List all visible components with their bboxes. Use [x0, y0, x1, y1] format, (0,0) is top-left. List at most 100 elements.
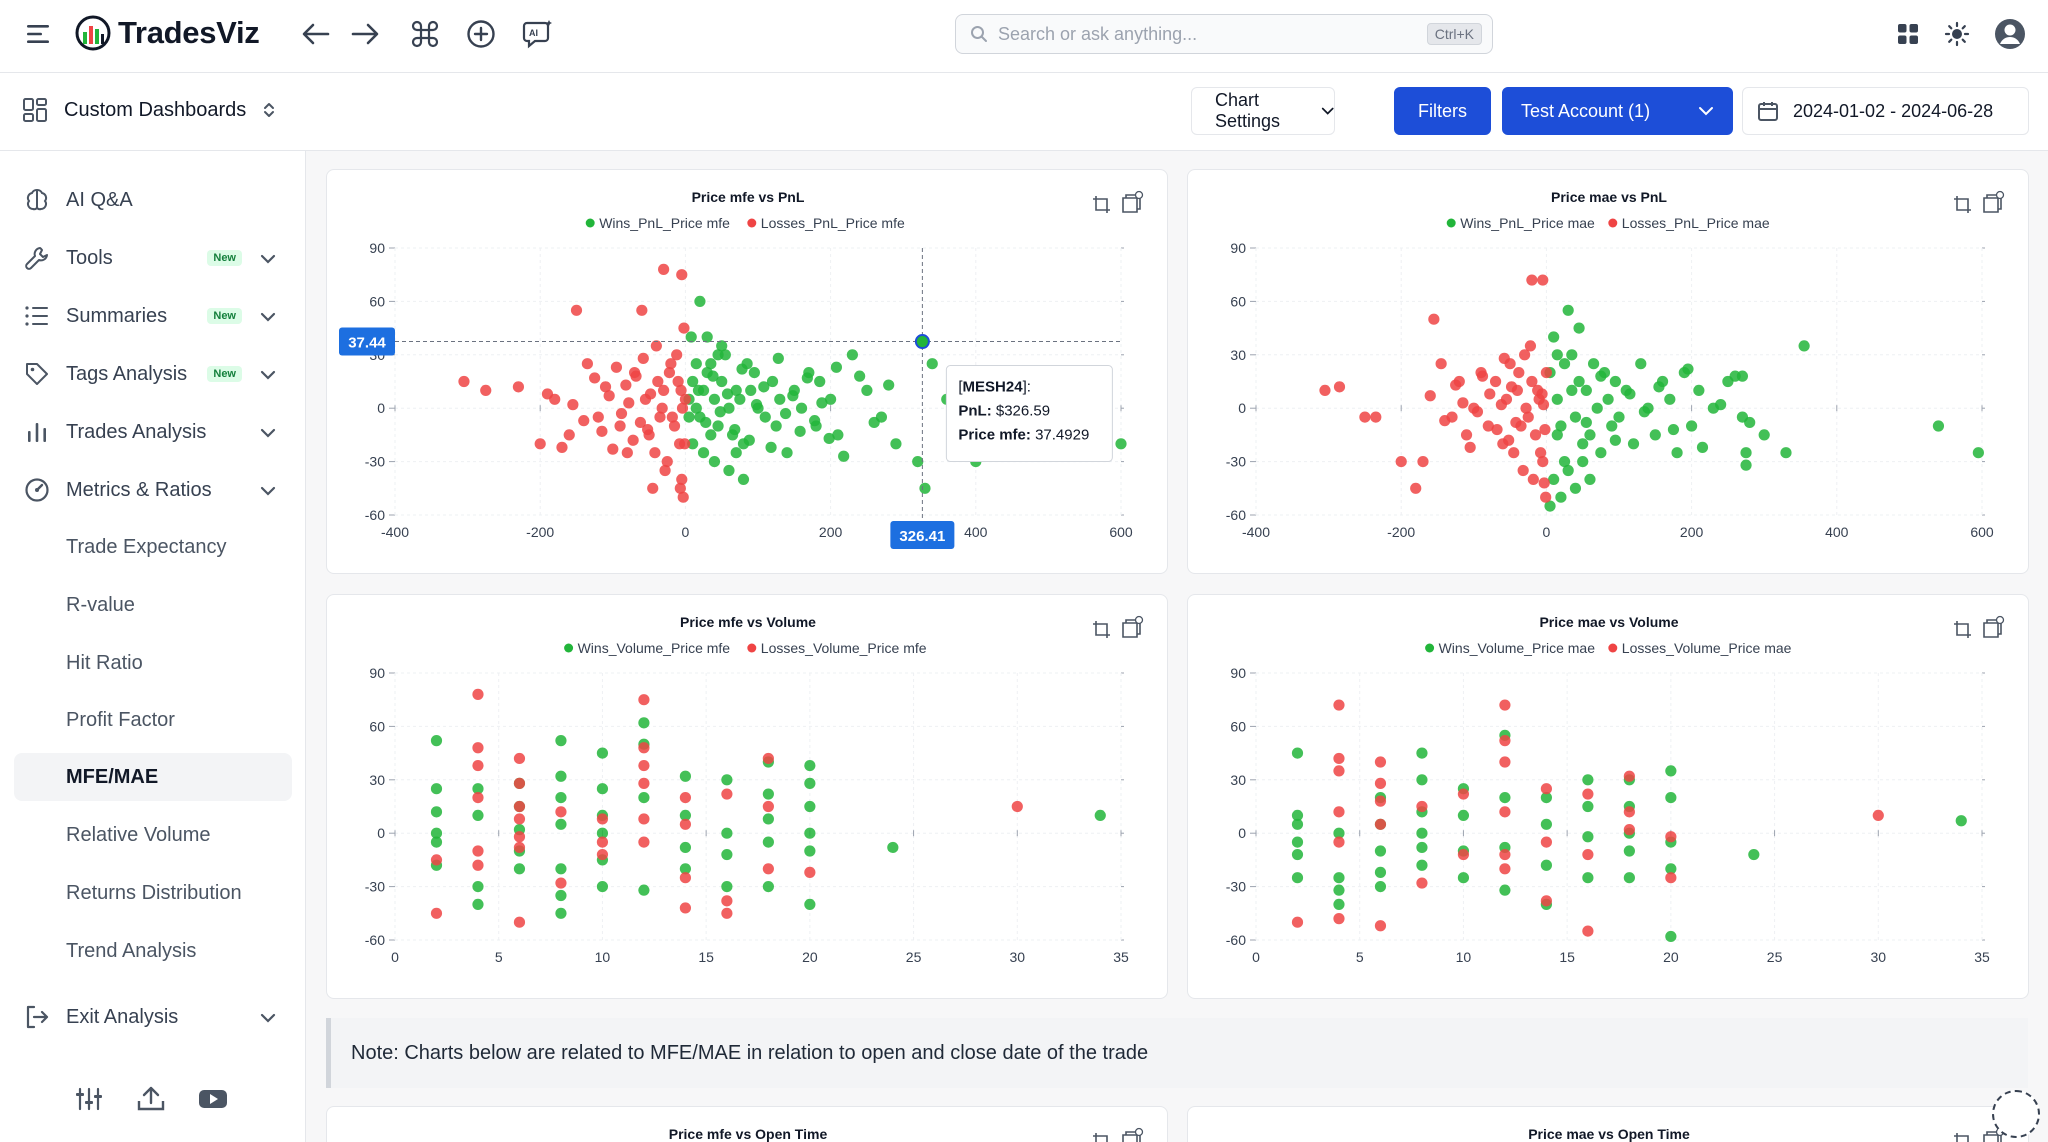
theme-sun-icon[interactable] [1939, 16, 1975, 52]
loss-point [1359, 411, 1371, 423]
sidebar-item-exit-analysis[interactable]: Exit Analysis [14, 994, 292, 1040]
x-tick-label: 20 [802, 949, 818, 965]
win-point [801, 372, 813, 384]
win-point [750, 399, 763, 411]
x-tick-label: 0 [391, 949, 399, 965]
chart-price-mfe-vs-volume[interactable]: Price mfe vs Volume Wins_Volume_Price mfe… [327, 595, 1168, 999]
loss-point [630, 370, 642, 382]
win-point [1551, 393, 1563, 405]
sidebar-item-metrics-ratios[interactable]: Metrics & Ratios [14, 467, 292, 513]
help-widget-icon[interactable] [1992, 1090, 2040, 1138]
menu-icon[interactable] [20, 16, 56, 52]
loss-point [1374, 777, 1387, 789]
search-bar[interactable]: Search or ask anything... Ctrl+K [955, 14, 1493, 54]
user-avatar-icon[interactable] [1992, 16, 2028, 52]
win-point [1551, 429, 1563, 441]
y-tick-label: 90 [369, 665, 385, 681]
y-tick-label: 90 [1230, 665, 1246, 681]
account-select[interactable]: Test Account (1) [1502, 87, 1733, 135]
upload-icon[interactable] [134, 1085, 168, 1118]
sidebar-item-tools[interactable]: Tools New [14, 235, 292, 281]
legend-label: Wins_PnL_Price mae [1460, 215, 1595, 231]
chevron-down-icon [260, 363, 280, 386]
win-point [707, 370, 719, 382]
dashboard-selector[interactable]: Custom Dashboards [22, 97, 276, 123]
chevron-down-icon [260, 1006, 280, 1029]
loss-point [638, 777, 650, 789]
y-tick-label: 30 [1230, 347, 1246, 363]
win-point [1780, 447, 1792, 459]
sidebar-footer [72, 1085, 230, 1118]
youtube-icon[interactable] [196, 1085, 230, 1118]
sidebar-subitem-returns-distribution[interactable]: Returns Distribution [66, 881, 242, 904]
win-point [1740, 447, 1752, 459]
loss-point [804, 866, 816, 878]
back-arrow-icon[interactable] [298, 16, 334, 52]
chevron-down-icon [260, 421, 280, 444]
win-point [430, 827, 443, 839]
chevron-updown-icon [264, 103, 275, 117]
sidebar-subitem-trend-analysis[interactable]: Trend Analysis [66, 939, 197, 962]
win-point [1499, 884, 1511, 896]
chart-price-mae-vs-volume[interactable]: Price mae vs Volume Wins_Volume_Price mae… [1188, 595, 2029, 999]
sidebar-subitem-hit-ratio[interactable]: Hit Ratio [66, 651, 143, 674]
sidebar-subitem-trade-expectancy[interactable]: Trade Expectancy [66, 535, 227, 558]
chart-settings-button[interactable]: Chart Settings [1191, 87, 1335, 135]
sidebar-item-label: Trades Analysis [66, 420, 207, 443]
x-tick-label: 400 [1825, 524, 1849, 540]
sidebar-item-summaries[interactable]: Summaries New [14, 293, 292, 339]
loss-point [665, 358, 677, 370]
sidebar-subitem-profit-factor[interactable]: Profit Factor [66, 708, 175, 731]
win-point [1955, 815, 1967, 827]
sidebar-item-label: Exit Analysis [66, 1005, 179, 1028]
win-point [723, 402, 735, 414]
sidebar-subitem-r-value[interactable]: R-value [66, 593, 135, 616]
brand-logo[interactable]: TradesViz [74, 14, 260, 52]
dashboard-layout-icon [23, 98, 47, 122]
chart-card-price-mfe-vs-open-time: Price mfe vs Open Time [326, 1106, 1168, 1142]
chart-price-mae-vs-open-time[interactable]: Price mae vs Open Time [1188, 1107, 2029, 1142]
win-point [1573, 375, 1585, 388]
forward-arrow-icon[interactable] [347, 16, 383, 52]
win-point [1665, 792, 1677, 804]
loss-point [1582, 848, 1594, 861]
win-point [762, 788, 774, 800]
apps-grid-icon[interactable] [1890, 16, 1926, 52]
chart-title: Price mae vs PnL [1551, 189, 1667, 205]
chart-price-mfe-vs-open-time[interactable]: Price mfe vs Open Time [327, 1107, 1168, 1142]
filters-button[interactable]: Filters [1394, 87, 1491, 135]
sidebar-item-tags-analysis[interactable]: Tags Analysis New [14, 351, 292, 397]
sidebar-item-ai-qa[interactable]: AI Q&A [14, 177, 292, 223]
win-point [1582, 800, 1594, 813]
date-range-picker[interactable]: 2024-01-02 - 2024-06-28 [1742, 87, 2029, 135]
account-label: Test Account (1) [1521, 100, 1651, 121]
chart-price-mfe-vs-pnl[interactable]: Price mfe vs PnL Wins_PnL_Price mfe Losses… [327, 170, 1168, 574]
loss-point [1519, 349, 1531, 361]
sidebar-item-trades-analysis[interactable]: Trades Analysis [14, 409, 292, 455]
win-point [1686, 420, 1698, 432]
add-circle-icon[interactable] [463, 16, 499, 52]
y-tick-label: -30 [365, 879, 385, 895]
search-input[interactable]: Search or ask anything... [998, 23, 1198, 44]
ai-chat-icon[interactable]: AI [520, 16, 556, 52]
sidebar-subitem-mfe-mae[interactable]: MFE/MAE [14, 753, 292, 801]
loss-point [674, 482, 686, 494]
command-icon[interactable] [407, 16, 443, 52]
loss-point [1510, 416, 1522, 429]
sidebar-subitem-relative-volume[interactable]: Relative Volume [66, 823, 211, 846]
win-point [638, 717, 650, 729]
chart-tooltip: [MESH24]: PnL: $326.59 Price mfe: 37.4929 [945, 365, 1113, 463]
win-point [679, 770, 691, 782]
loss-point [1540, 491, 1552, 503]
win-point [1715, 399, 1727, 411]
loss-point [677, 491, 689, 503]
chart-price-mae-vs-pnl[interactable]: Price mae vs PnL Wins_PnL_Price mae Losses… [1188, 170, 2029, 574]
win-point [430, 735, 443, 747]
win-point [1333, 898, 1345, 910]
y-tick-label: 60 [1230, 718, 1246, 734]
win-point [1555, 420, 1567, 432]
loss-point [638, 836, 650, 848]
win-point [1627, 438, 1640, 450]
x-tick-label: -200 [526, 524, 554, 540]
sliders-icon[interactable] [72, 1085, 106, 1118]
